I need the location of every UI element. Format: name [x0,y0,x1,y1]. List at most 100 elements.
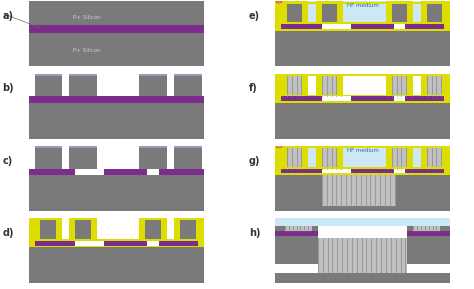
Bar [139,218,167,220]
Bar [302,3,308,24]
Bar [56,220,62,241]
Text: e): e) [249,11,260,21]
Bar [70,220,97,241]
Bar [281,148,287,169]
Bar [386,76,392,97]
Bar [281,3,287,24]
Bar [316,74,343,76]
Bar [28,97,203,103]
Bar [275,1,281,31]
Bar [421,148,427,169]
Bar [275,175,450,211]
Bar [174,74,201,76]
Bar [421,146,448,148]
Bar [302,76,308,97]
Bar [351,24,394,31]
Bar [281,1,308,3]
Bar [421,76,427,97]
Bar [28,245,203,247]
Bar [275,97,322,103]
Bar [316,148,322,169]
Bar [405,24,450,31]
Text: b): b) [2,84,14,93]
Bar [386,148,392,169]
Bar [28,97,203,139]
Bar [275,218,450,226]
Bar [413,226,440,231]
Bar [442,148,448,169]
Bar [70,218,97,220]
Bar [198,218,203,247]
Text: c): c) [2,156,13,166]
Bar [407,76,413,97]
Bar [442,76,448,97]
Bar [28,25,203,33]
Bar [316,3,322,24]
Text: d): d) [2,228,14,238]
Bar [275,103,450,139]
Text: HF medium: HF medium [346,3,379,8]
Bar [316,76,322,97]
Bar [174,220,201,241]
Text: g): g) [249,156,260,166]
Bar [275,31,450,66]
Bar [174,146,201,169]
Bar [275,74,450,76]
Bar [386,148,413,169]
Bar [70,146,97,169]
Bar [407,148,413,169]
Bar [421,148,448,169]
Bar [386,3,392,24]
Text: f): f) [249,84,257,93]
Bar [35,146,62,148]
Text: P+ Silicon: P+ Silicon [73,48,101,53]
Bar [104,241,147,247]
Bar [444,146,450,175]
Bar [281,146,308,148]
Bar [316,76,343,97]
Text: h): h) [249,228,260,238]
Bar [275,95,450,97]
Bar [275,1,450,24]
Bar [316,3,343,24]
Bar [316,1,343,3]
Bar [275,173,450,175]
Bar [275,29,450,31]
Bar [275,226,318,264]
Bar [35,146,62,169]
Bar [405,169,450,175]
Bar [28,241,75,247]
Bar [35,220,40,241]
Bar [275,2,450,4]
Bar [407,231,450,236]
Bar [386,1,413,3]
Bar [337,148,343,169]
Bar [386,146,413,148]
Bar [444,74,450,103]
Circle shape [276,1,282,3]
Bar [421,74,448,76]
Bar [407,3,413,24]
Bar [275,146,450,148]
Bar [302,148,308,169]
Bar [159,241,203,247]
Bar [285,226,312,231]
Bar [275,74,281,103]
Bar [28,218,35,247]
Bar [139,74,167,97]
Bar [421,1,448,3]
Bar [139,220,167,241]
Bar [442,3,448,24]
Bar [337,3,343,24]
Bar [139,74,167,76]
Bar [322,175,396,206]
Bar [174,146,201,148]
Bar [70,74,97,97]
Bar [275,273,450,283]
Bar [318,238,407,273]
Bar [159,169,203,175]
Bar [421,76,448,97]
Bar [91,220,97,241]
Bar [35,220,62,241]
Bar [174,220,180,241]
